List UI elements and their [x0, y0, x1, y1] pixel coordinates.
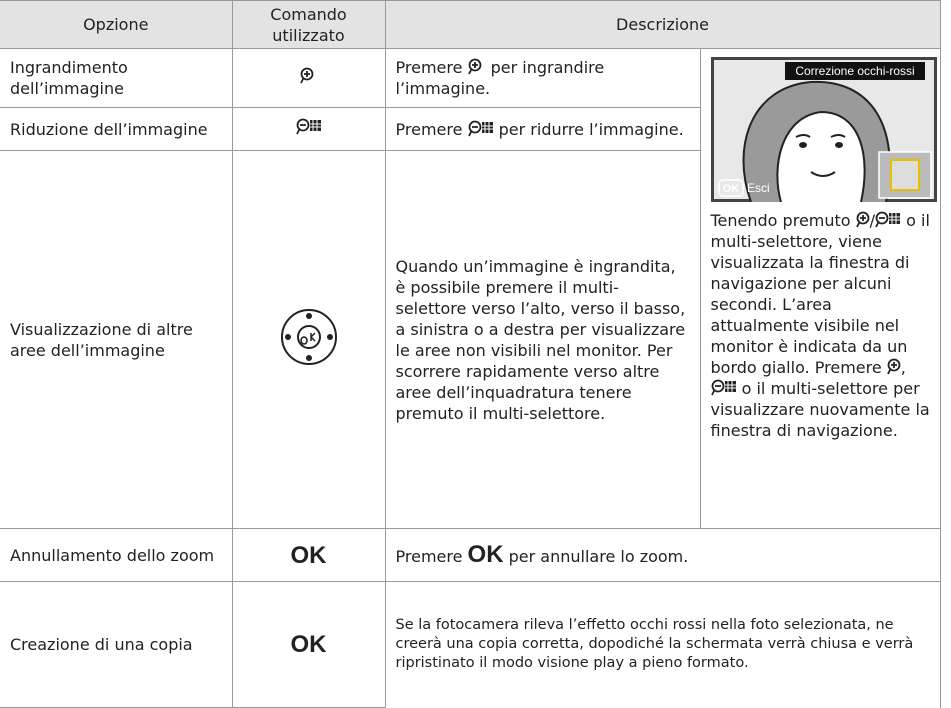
ok-label: OK [467, 540, 504, 568]
row: Creazione di una copia OK Se la fotocame… [0, 581, 941, 708]
screen-title: Correzione occhi-rossi [795, 64, 914, 78]
text: o il multi-selettore, viene visualizzata… [710, 211, 930, 377]
zoom-out-icon [710, 379, 737, 396]
text: per ingrandire l’immagine. [395, 58, 605, 98]
camera-screen: Correzione occhi-rossi OK Esci [710, 57, 937, 202]
command-icon [231, 107, 386, 151]
text: per ridurre l’immagine. [498, 119, 684, 139]
zoom-in-icon [467, 58, 481, 75]
screen-button: OK [722, 183, 739, 195]
header-cell: Descrizione [384, 0, 941, 49]
description: Premere per ridurre l’immagine. [384, 107, 701, 151]
text: Tenendo premuto [710, 211, 851, 230]
header-row: Opzione Comando utilizzato Descrizione [0, 0, 941, 49]
command-icon [231, 48, 386, 108]
text: Premere [395, 58, 463, 77]
text: Premere [395, 546, 463, 566]
zoom-in-icon [886, 358, 901, 375]
zoom-out-icon [875, 211, 901, 228]
zoom-in-icon [299, 67, 313, 84]
text: o il multi-selettore per visualizzare nu… [710, 379, 930, 440]
option: Visualizzazione di altre aree dell’immag… [0, 150, 233, 529]
description: Premere OK per annullare lo zoom. [384, 528, 941, 582]
command-icon [231, 150, 386, 529]
description: Premere per ingrandire l’immagine. [384, 48, 701, 108]
text: per annullare lo zoom. [508, 546, 689, 566]
row: Annullamento dello zoom OK Premere OK pe… [0, 528, 941, 582]
zoom-in-icon [855, 211, 870, 228]
option: Riduzione dell’immagine [0, 107, 233, 151]
description: Se la fotocamera rileva l’effetto occhi … [384, 581, 941, 708]
multi-selector-icon [280, 309, 337, 365]
option: Creazione di una copia [0, 581, 233, 708]
row: Riduzione dell’immagine Premere per ridu… [0, 107, 940, 151]
header-cell: Comando utilizzato [231, 0, 386, 49]
text: , [900, 358, 906, 377]
note: Tenendo premuto / o il multi-selettore, … [711, 210, 934, 441]
row: Ingrandimento dell’immagine Premere per … [0, 48, 941, 529]
zoom-out-icon [467, 120, 494, 137]
command: OK [231, 581, 386, 708]
header-cell: Opzione [0, 0, 233, 49]
screen-button-label: Esci [747, 181, 770, 195]
note-cell: Correzione occhi-rossi OK Esci Tenendo p… [699, 48, 941, 529]
command: OK [231, 528, 386, 582]
text: Premere [395, 119, 463, 139]
row: Visualizzazione di altre aree dell’immag… [0, 150, 940, 529]
description: Quando un’immagine è ingrandita, è possi… [384, 150, 701, 529]
text: / [869, 211, 876, 230]
option: Annullamento dello zoom [0, 528, 233, 582]
zoom-out-icon [295, 118, 322, 135]
option: Ingrandimento dell’immagine [0, 48, 233, 108]
